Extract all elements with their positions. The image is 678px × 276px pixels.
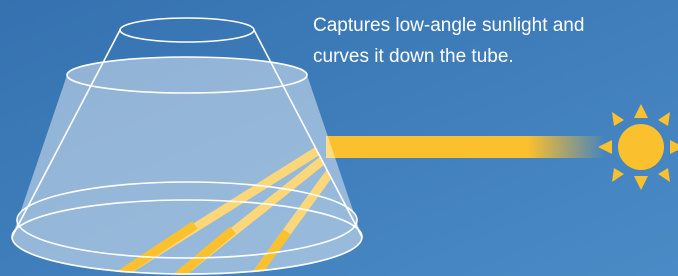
sun-disc (618, 124, 664, 170)
caption-line: curves it down the tube. (313, 46, 514, 67)
page: Captures low-angle sunlight and curves i… (0, 0, 678, 276)
diagram: Captures low-angle sunlight and curves i… (0, 0, 678, 276)
caption-line: Captures low-angle sunlight and (313, 15, 584, 36)
light-beam (326, 136, 606, 158)
